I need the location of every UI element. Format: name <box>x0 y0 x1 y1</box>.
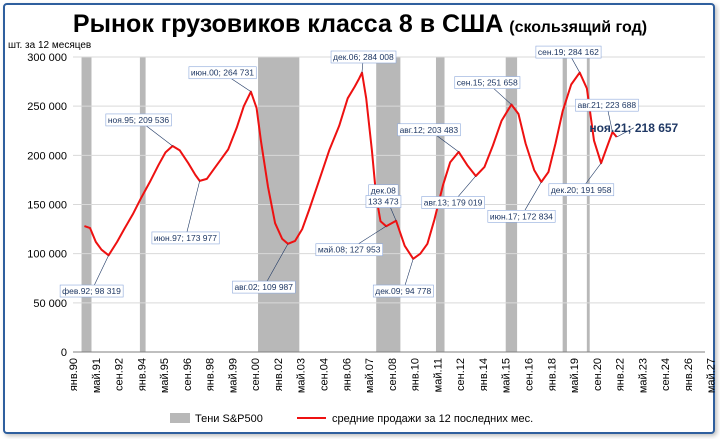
x-tick-label: янв.06 <box>341 358 353 391</box>
x-tick-label: май.11 <box>432 358 444 392</box>
x-tick-label: янв.02 <box>273 358 285 391</box>
annotation-leader <box>263 243 289 288</box>
legend-shade-swatch <box>170 413 190 423</box>
annotation-label: май.08; 127 953 <box>318 245 381 255</box>
annotation-box <box>365 195 402 208</box>
x-tick-label: май.91 <box>91 358 103 393</box>
y-axis-label: шт. за 12 месяцев <box>8 40 92 51</box>
series-line-0 <box>84 71 618 260</box>
x-tick-label: май.07 <box>364 358 376 393</box>
annotation-label: авг.02; 109 987 <box>234 282 293 292</box>
y-tick-label: 150 000 <box>27 200 67 212</box>
legend-shade-label: Тени S&P500 <box>195 413 263 425</box>
annotation-label: ноя.21; 218 657 <box>589 121 678 135</box>
annotation-label: дек.08 <box>371 186 396 196</box>
x-tick-label: сен.16 <box>523 358 535 391</box>
annotation-label: июн.97; 173 977 <box>154 233 217 243</box>
annotation-box <box>105 113 172 127</box>
annotation-box <box>59 284 124 298</box>
x-tick-label: май.99 <box>227 358 239 393</box>
x-tick-label: сен.24 <box>660 358 672 391</box>
x-tick-label: сен.96 <box>182 358 194 391</box>
x-axis-ticks: янв.90 май.91 сен.92 янв.94 май.95 сен.96 янв.… <box>68 358 718 393</box>
legend: Тени S&P500 средние продажи за 12 послед… <box>170 413 533 425</box>
annotation-label: фев.92; 98 319 <box>62 286 121 296</box>
annotation-box <box>151 231 220 245</box>
x-tick-label: май.95 <box>159 358 171 393</box>
x-tick-label: сен.00 <box>250 358 262 391</box>
annotation-box <box>188 66 257 80</box>
x-tick-label: янв.22 <box>615 358 627 391</box>
annotation-box <box>315 243 384 257</box>
x-tick-label: сен.04 <box>319 358 331 391</box>
chart-subtitle: (скользящий год) <box>509 19 648 36</box>
y-tick-label: 50 000 <box>33 298 67 310</box>
annotation-leader <box>616 127 634 138</box>
legend-line-label: средние продажи за 12 последних мес. <box>332 413 533 425</box>
y-tick-label: 100 000 <box>27 249 67 261</box>
annotation-box <box>421 196 485 209</box>
x-tick-label: янв.18 <box>546 358 558 391</box>
annotation-box <box>535 45 602 59</box>
x-tick-label: янв.14 <box>478 358 490 391</box>
annotation-label: дек.20; 191 958 <box>551 185 612 195</box>
x-tick-label: сен.20 <box>592 358 604 391</box>
series-layer <box>84 71 618 260</box>
annotation-label: ноя.95; 209 536 <box>108 115 170 125</box>
x-tick-label: янв.98 <box>205 358 217 391</box>
x-tick-label: май.15 <box>501 358 513 393</box>
annotation-box <box>487 210 556 223</box>
annotation-leader <box>185 180 200 239</box>
annotation-label: июн.17; 172 834 <box>490 211 553 221</box>
x-tick-label: май.27 <box>706 358 718 393</box>
annotation-label: авг.21; 223 688 <box>577 100 636 110</box>
annotation-label: сен.15; 251 658 <box>457 78 518 88</box>
annotation-layer: фев.92; 98 319 ноя.95; 209 536 июн.97; 173… <box>59 45 679 298</box>
annotation-box <box>232 280 296 294</box>
x-tick-label: янв.90 <box>68 358 80 391</box>
x-tick-label: сен.08 <box>387 358 399 391</box>
x-tick-label: янв.10 <box>410 358 422 391</box>
annotation-box <box>575 98 639 112</box>
annotation-label: 133 473 <box>368 197 399 207</box>
annotation-label: авг.12; 203 483 <box>400 125 459 135</box>
annotation-label: авг.13; 179 019 <box>424 198 483 208</box>
annotation-label: дек.06; 284 008 <box>333 52 394 62</box>
y-tick-label: 250 000 <box>27 101 67 113</box>
annotation-box <box>548 183 615 197</box>
annotation-label: сен.19; 284 162 <box>538 47 599 57</box>
annotation-box <box>330 50 397 64</box>
x-tick-label: май.03 <box>296 358 308 393</box>
annotation-box <box>372 284 434 298</box>
y-tick-label: 300 000 <box>27 52 67 64</box>
chart-title: Рынок грузовиков класса 8 в США <box>72 10 504 38</box>
x-tick-label: янв.94 <box>136 358 148 391</box>
annotation-label: июн.00; 264 731 <box>191 68 254 78</box>
y-tick-label: 0 <box>61 347 67 359</box>
x-tick-label: янв.26 <box>683 358 695 391</box>
x-tick-label: сен.92 <box>114 358 126 391</box>
x-tick-label: май.23 <box>637 358 649 393</box>
x-tick-label: май.19 <box>569 358 581 393</box>
y-tick-label: 200 000 <box>27 150 67 162</box>
annotation-box <box>454 76 521 89</box>
chart-heading: Рынок грузовиков класса 8 в США (скользящ… <box>0 10 720 39</box>
y-axis-ticks: 0 50 000 100 000 150 000 200 000 250 000 300 0… <box>27 52 67 359</box>
x-tick-label: сен.12 <box>455 358 467 391</box>
chart-frame <box>3 3 715 434</box>
annotation-label: дек.09; 94 778 <box>375 286 431 296</box>
annotation-box <box>397 123 461 137</box>
